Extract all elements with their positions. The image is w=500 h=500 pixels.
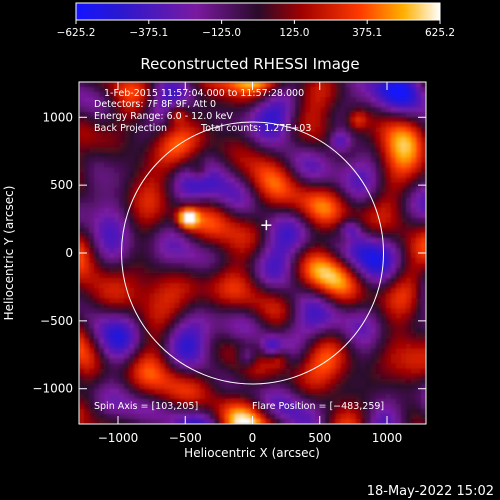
annotation-total-counts: Total counts: 1.27E+03: [200, 123, 311, 134]
plot-area: [78, 81, 427, 425]
y-axis-label: Heliocentric Y (arcsec): [2, 186, 16, 321]
footer-timestamp: 18-May-2022 15:02: [367, 484, 494, 499]
colorbar-ticks: −625.2 −375.1 −125.0 125.0 375.1 625.2: [57, 20, 455, 39]
spin-axis-marker: [261, 220, 272, 231]
colorbar-tick-label: 625.2: [425, 27, 455, 39]
solar-limb-circle: [121, 121, 384, 385]
colorbar-gradient: [75, 2, 441, 21]
annotation-flare-position: Flare Position = [−483,259]: [252, 401, 384, 412]
colorbar-tick-label: −625.2: [57, 27, 96, 39]
x-tick-label: −1000: [98, 431, 139, 445]
annotation-energy-range: Energy Range: 6.0 - 12.0 keV: [94, 111, 233, 122]
axis-ticks: [79, 82, 426, 424]
colorbar-tick-label: −375.1: [129, 27, 168, 39]
x-tick-label: 0: [249, 431, 257, 445]
y-tick-label: −1000: [32, 382, 73, 396]
heatmap-image: [79, 82, 426, 424]
colorbar-tick-label: −125.0: [202, 27, 241, 39]
chart-title: Reconstructed RHESSI Image: [140, 55, 359, 73]
y-tick-label: 500: [50, 178, 73, 192]
annotation-detectors: Detectors: 7F 8F 9F, Att 0: [94, 99, 216, 110]
y-tick-label: 0: [65, 246, 73, 260]
x-tick-label: −500: [169, 431, 202, 445]
y-tick-label: −500: [40, 314, 73, 328]
x-tick-label: 1000: [372, 431, 403, 445]
annotation-method: Back Projection: [94, 123, 167, 134]
colorbar-tick-label: 375.1: [352, 27, 382, 39]
annotations: 1-Feb-2015 11:57:04.000 to 11:57:28.000 …: [94, 88, 384, 412]
annotation-spin-axis: Spin Axis = [103,205]: [94, 401, 198, 412]
colorbar: −625.2 −375.1 −125.0 125.0 375.1 625.2: [57, 2, 455, 39]
y-tick-label: 1000: [42, 110, 73, 124]
colorbar-tick-label: 125.0: [279, 27, 309, 39]
y-tick-labels: −1000 −500 0 500 1000: [32, 110, 73, 395]
x-axis-label: Heliocentric X (arcsec): [184, 446, 320, 460]
x-tick-label: 500: [308, 431, 331, 445]
x-tick-labels: −1000 −500 0 500 1000: [98, 431, 403, 445]
annotation-time-range: 1-Feb-2015 11:57:04.000 to 11:57:28.000: [104, 88, 304, 99]
